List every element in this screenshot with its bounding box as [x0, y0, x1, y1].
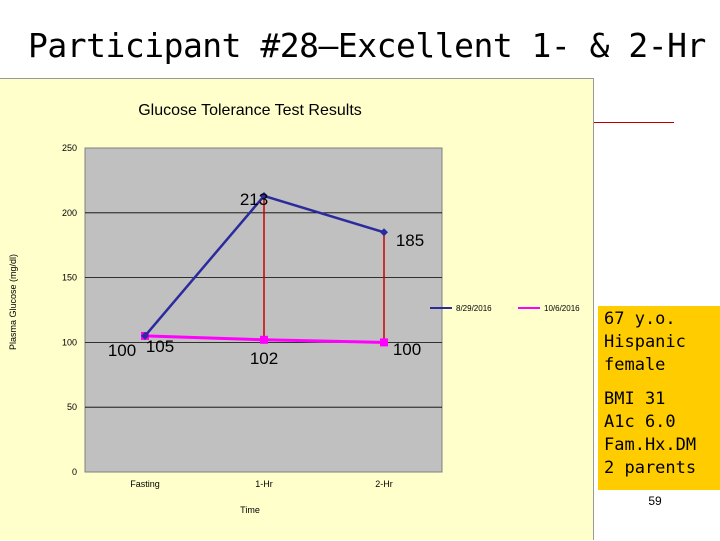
note-ethnicity: Hispanic — [604, 332, 686, 352]
note-sex: female — [604, 355, 666, 375]
note-family-history: Fam.Hx.DM — [604, 435, 697, 455]
chart-title: Glucose Tolerance Test Results — [138, 102, 362, 119]
glucose-chart: Glucose Tolerance Test Results 0 50 100 150 2… — [8, 102, 580, 515]
legend-label: 8/29/2016 — [456, 304, 492, 313]
data-label: 102 — [250, 349, 278, 368]
y-tick-label: 150 — [62, 273, 77, 283]
x-tick-label: 2-Hr — [375, 479, 393, 489]
x-axis-label: Time — [240, 505, 260, 515]
series-1-point — [380, 228, 388, 237]
note-age: 67 y.o. — [604, 309, 676, 329]
series-1-point — [260, 191, 268, 200]
x-tick-label: 1-Hr — [255, 479, 273, 489]
data-label: 100 — [108, 341, 136, 360]
legend-label: 10/6/2016 — [544, 304, 580, 313]
series-2-point — [380, 338, 388, 347]
page-number: 59 — [648, 494, 662, 508]
x-tick-label: Fasting — [130, 479, 160, 489]
slide-title: Participant #28—Excellent 1- & 2-Hr — [28, 26, 706, 65]
patient-notes: 67 y.o. Hispanic female BMI 31 A1c 6.0 F… — [598, 306, 720, 490]
divider-rule — [594, 122, 674, 123]
series-2-point — [260, 335, 268, 344]
chart-panel: Glucose Tolerance Test Results 0 50 100 150 2… — [0, 78, 594, 540]
y-tick-label: 0 — [72, 467, 77, 477]
y-tick-label: 100 — [62, 337, 77, 347]
data-label: 100 — [393, 340, 421, 359]
data-label: 213 — [240, 190, 268, 209]
note-bmi: BMI 31 — [604, 389, 666, 409]
y-tick-label: 200 — [62, 208, 77, 218]
y-tick-label: 250 — [62, 143, 77, 153]
y-tick-label: 50 — [67, 402, 77, 412]
note-parents: 2 parents — [604, 458, 697, 478]
data-label: 105 — [146, 337, 174, 356]
y-axis-label: Plasma Glucose (mg/dl) — [8, 254, 18, 350]
note-a1c: A1c 6.0 — [604, 412, 676, 432]
data-label: 185 — [396, 231, 424, 250]
series-1-point — [141, 331, 149, 340]
